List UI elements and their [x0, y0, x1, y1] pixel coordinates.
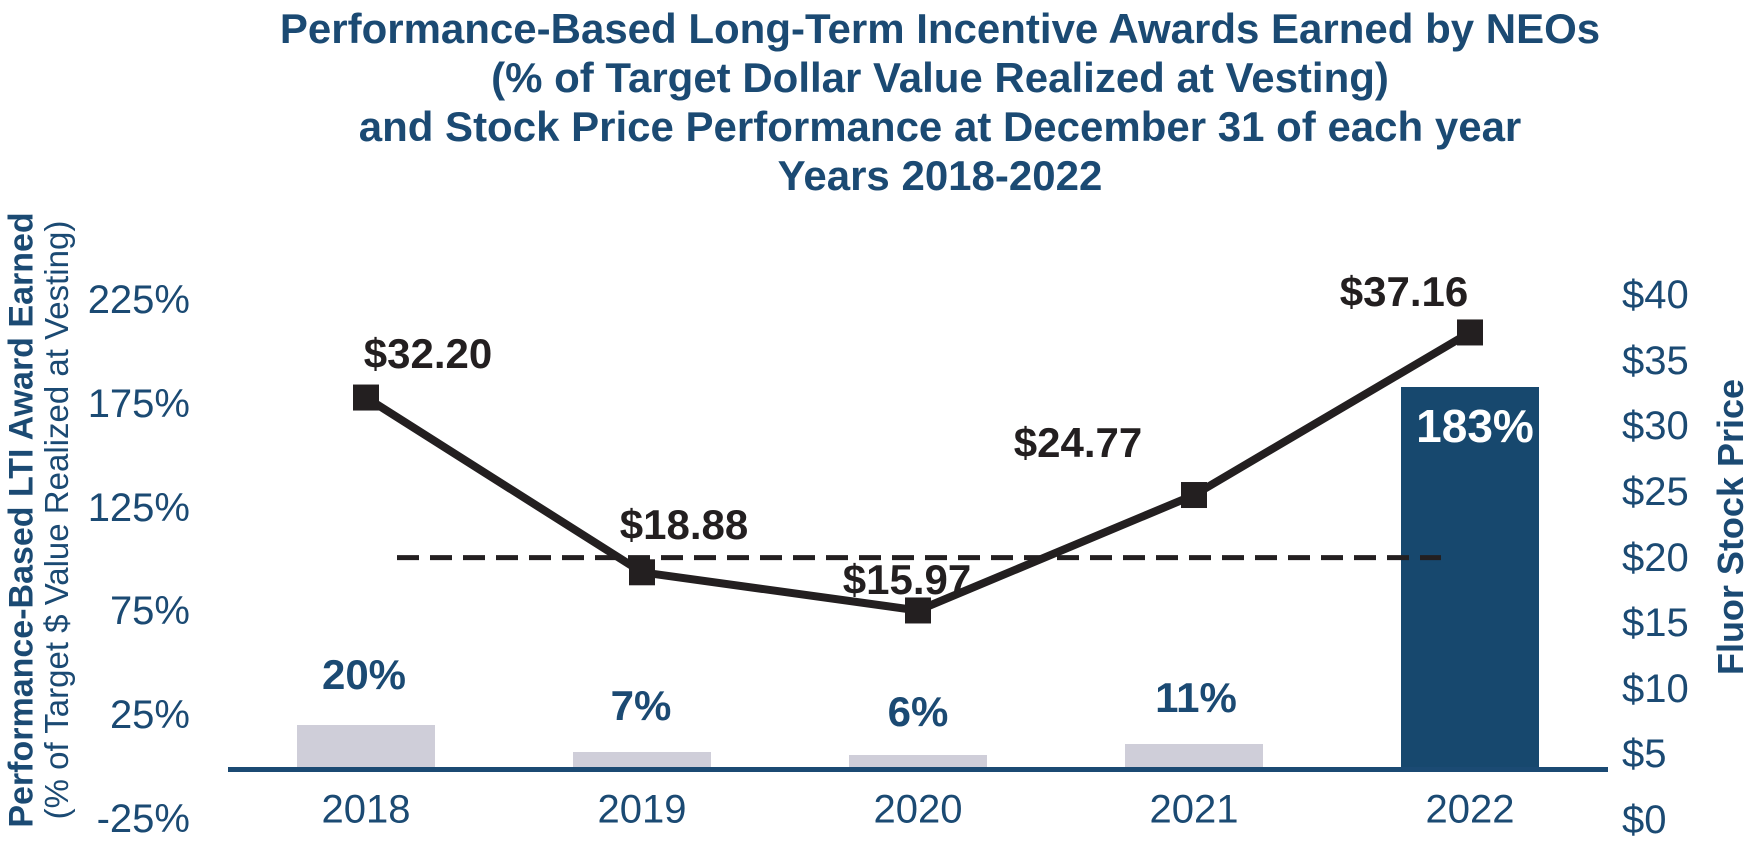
bar-2019: [573, 752, 711, 767]
bar-2020: [849, 755, 987, 767]
left-tick--25: -25%: [96, 796, 190, 841]
x-axis-line: [228, 767, 1608, 772]
bar-value-label-2021: 11%: [1155, 674, 1237, 721]
stock-price-label-2022: $37.16: [1339, 268, 1469, 315]
x-axis-label-2021: 2021: [1149, 787, 1239, 832]
chart-title: Performance-Based Long-Term Incentive Aw…: [0, 4, 1756, 200]
chart-title-line-4: Years 2018-2022: [777, 152, 1103, 199]
line-marker-2021: [1181, 482, 1207, 509]
line-marker-2019: [629, 559, 655, 586]
chart-title-line-2: (% of Target Dollar Value Realized at Ve…: [491, 54, 1389, 101]
left-tick-175: 175%: [87, 381, 190, 426]
left-tick-125: 125%: [87, 485, 190, 530]
stock-price-label-2020: $15.97: [842, 556, 972, 603]
right-tick-20: $20: [1622, 535, 1689, 580]
x-axis-label-2018: 2018: [321, 787, 411, 832]
bar-value-label-2018: 20%: [321, 651, 407, 698]
stock-price-label-2021: $24.77: [1013, 419, 1143, 466]
right-tick-5: $5: [1622, 732, 1667, 777]
bar-value-label-2019: 7%: [610, 682, 672, 729]
left-tick-25: 25%: [109, 693, 190, 738]
right-tick-40: $40: [1622, 273, 1689, 318]
right-tick-35: $35: [1622, 338, 1689, 383]
x-axis-label-2019: 2019: [597, 787, 687, 832]
right-tick-0: $0: [1622, 798, 1667, 842]
right-tick-15: $15: [1622, 601, 1689, 646]
right-tick-30: $30: [1622, 404, 1689, 449]
line-marker-2018: [353, 384, 379, 411]
bar-2021: [1125, 744, 1263, 767]
stock-price-label-2018: $32.20: [363, 330, 493, 377]
right-tick-25: $25: [1622, 470, 1689, 514]
left-tick-225: 225%: [87, 278, 190, 323]
left-tick-75: 75%: [109, 589, 190, 634]
bar-2018: [297, 725, 435, 767]
chart-title-line-3: and Stock Price Performance at December …: [358, 103, 1522, 150]
chart-title-line-1: Performance-Based Long-Term Incentive Aw…: [279, 5, 1601, 52]
x-axis-label-2022: 2022: [1425, 787, 1515, 832]
bar-value-label-2022: 183%: [1416, 400, 1534, 452]
bar-value-label-2020: 6%: [887, 688, 949, 735]
right-tick-10: $10: [1622, 666, 1689, 711]
stock-price-label-2019: $18.88: [619, 501, 749, 548]
line-marker-2022: [1457, 319, 1483, 346]
x-axis-label-2020: 2020: [873, 787, 963, 832]
